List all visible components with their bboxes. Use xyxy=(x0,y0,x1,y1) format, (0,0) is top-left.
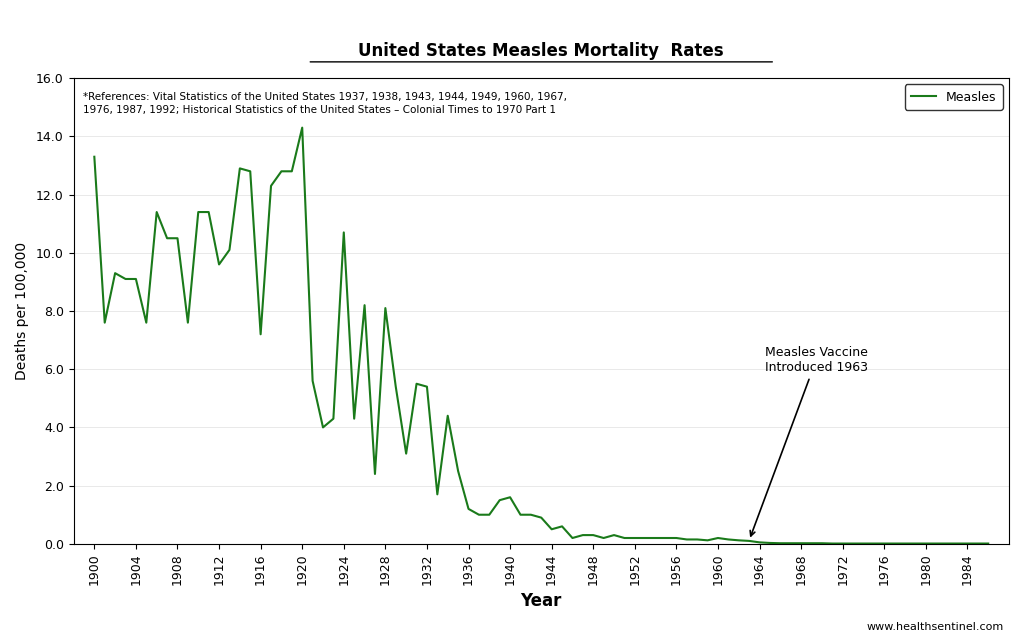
Text: *References: Vital Statistics of the United States 1937, 1938, 1943, 1944, 1949,: *References: Vital Statistics of the Uni… xyxy=(83,92,567,115)
Legend: Measles: Measles xyxy=(905,84,1002,110)
Text: Measles Vaccine
Introduced 1963: Measles Vaccine Introduced 1963 xyxy=(751,346,867,536)
Text: United States Measles Mortality  Rates: United States Measles Mortality Rates xyxy=(358,41,724,59)
Text: www.healthsentinel.com: www.healthsentinel.com xyxy=(866,621,1004,632)
X-axis label: Year: Year xyxy=(520,592,562,610)
Y-axis label: Deaths per 100,000: Deaths per 100,000 xyxy=(15,242,29,380)
